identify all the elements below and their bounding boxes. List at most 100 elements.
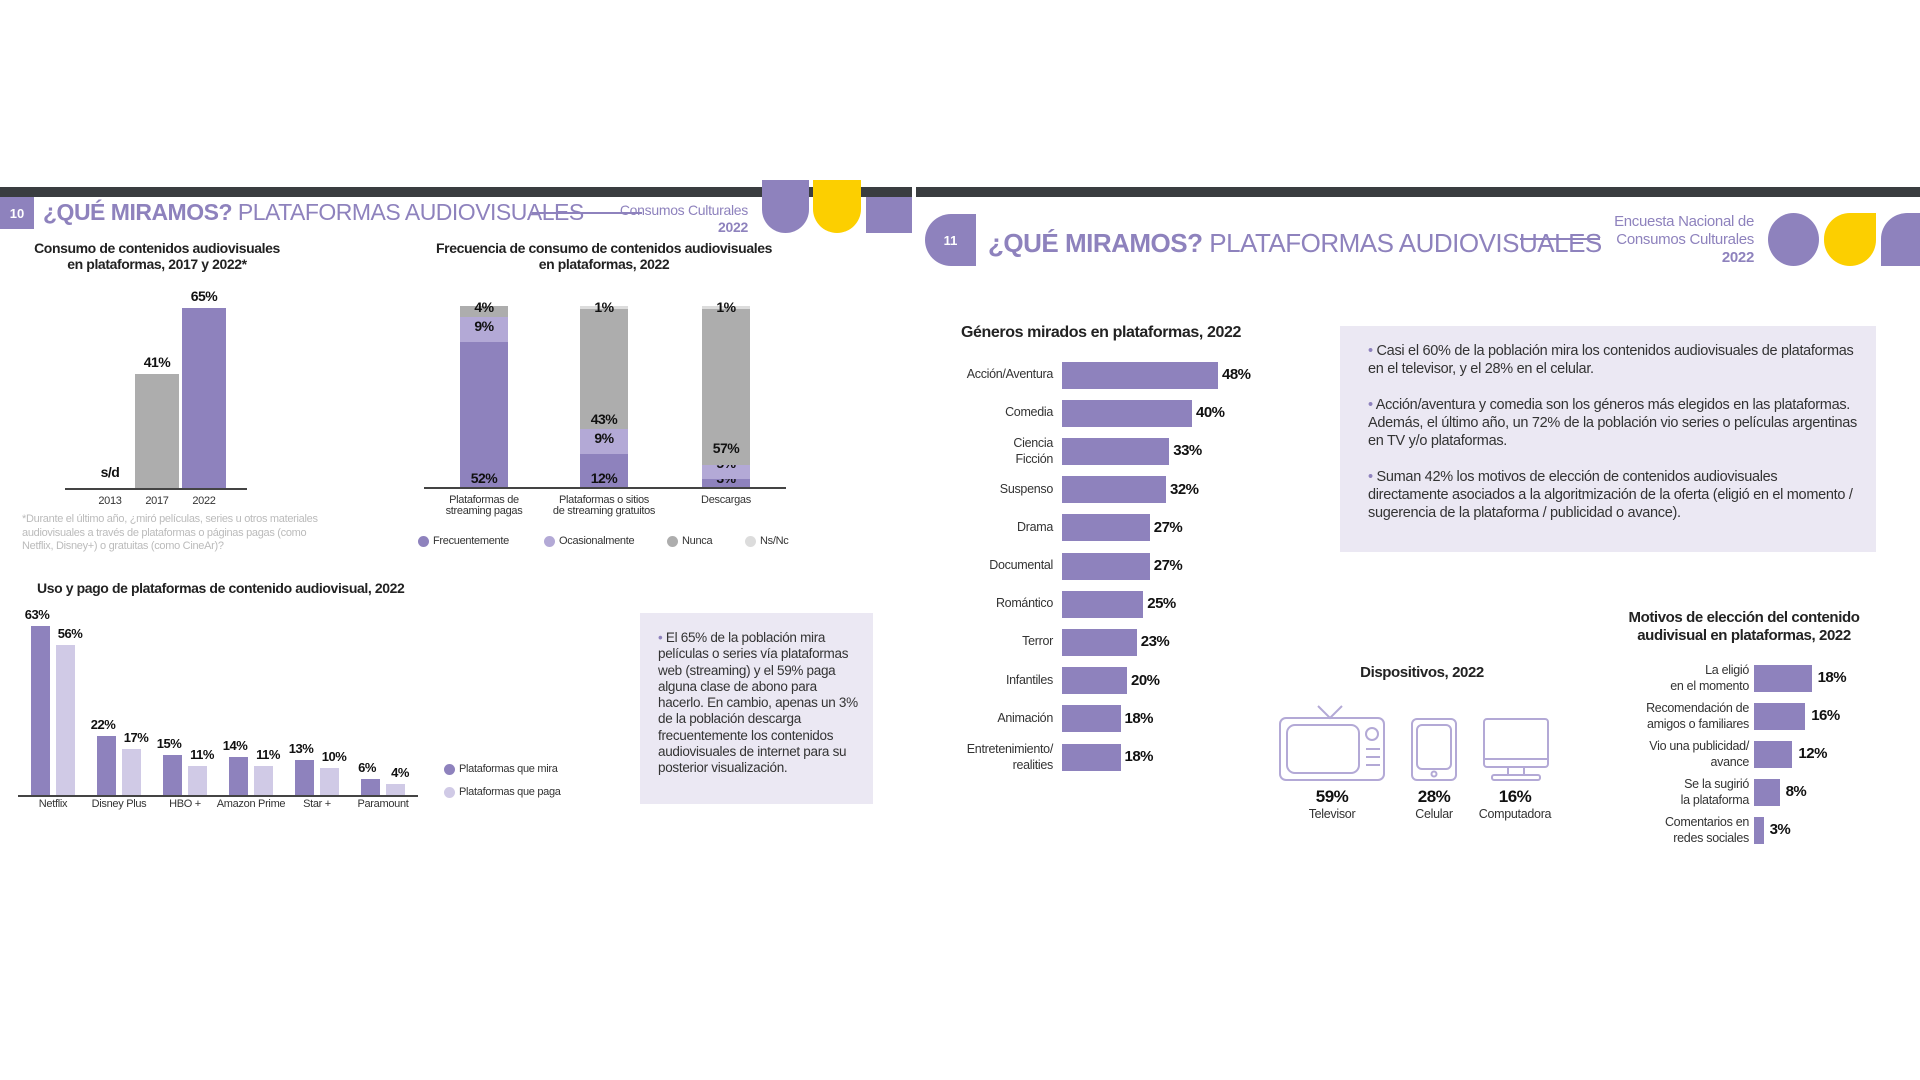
data-label: 9% <box>594 429 614 446</box>
device-label: Televisor <box>1308 807 1356 821</box>
legend-label: Frecuentemente <box>433 535 509 547</box>
chart2-baseline <box>424 487 786 489</box>
survey-label: Consumos Culturales 2022 <box>580 202 748 236</box>
bar <box>1062 628 1137 656</box>
category-label: HBO + <box>169 798 201 810</box>
motives-title: Motivos de elección del contenido audivis… <box>1604 609 1884 645</box>
legend-label: Ocasionalmente <box>559 535 635 547</box>
page-divider <box>916 187 1920 197</box>
data-label: 17% <box>123 730 149 746</box>
data-label: 1% <box>716 299 736 315</box>
device-label: Computadora <box>1478 807 1552 821</box>
data-label: 11% <box>256 746 280 762</box>
page-number: 11 <box>925 214 976 266</box>
device-value: 28% <box>1417 787 1451 806</box>
category-label: Amazon Prime <box>216 798 286 810</box>
bar-plataformas-que-mira <box>163 754 182 795</box>
data-label: 33% <box>1173 442 1202 460</box>
title-rule <box>532 212 642 214</box>
category-label: Acción/Aventura <box>966 367 1054 381</box>
category-label: realities <box>1012 758 1054 772</box>
data-label: 8% <box>1785 783 1807 800</box>
page-number: 10 <box>0 197 34 229</box>
data-label: 65% <box>190 287 218 304</box>
category-label: redes sociales <box>1673 831 1749 845</box>
data-label: 63% <box>24 607 50 623</box>
bar-segment-nunca <box>702 308 750 466</box>
summary-box: • Casi el 60% de la población mira los c… <box>1340 326 1876 552</box>
bar <box>1062 437 1170 465</box>
data-label: 18% <box>1124 709 1154 727</box>
title-rest: PLATAFORMAS AUDIOVISUALES <box>1202 228 1602 258</box>
bar <box>1754 740 1793 768</box>
bar <box>1754 816 1764 844</box>
data-label: 15% <box>156 735 182 751</box>
bar <box>1062 514 1150 542</box>
devices-title: Dispositivos, 2022 <box>1360 664 1484 681</box>
survey-line: Consumos Culturales <box>1616 231 1754 248</box>
legend-dot-icon <box>667 535 678 547</box>
data-label: 6% <box>358 759 376 775</box>
bullet-text: Casi el 60% de la población mira los con… <box>1368 343 1854 377</box>
category-label: Romántico <box>995 596 1053 611</box>
data-label: 11% <box>190 746 214 762</box>
data-label: 56% <box>57 625 83 641</box>
category-label: Comentarios en <box>1664 815 1749 829</box>
data-label: 12% <box>590 470 618 486</box>
legend-label: Nunca <box>682 535 713 547</box>
chart3-baseline <box>18 795 418 797</box>
category-label: Star + <box>303 798 331 810</box>
title-line: Consumo de contenidos audiovisuales <box>34 240 280 256</box>
bullet-icon: • <box>658 630 666 645</box>
tick-label: 2013 <box>98 495 122 507</box>
decor-circle <box>813 180 861 233</box>
tv-icon <box>1279 705 1385 781</box>
data-label: 41% <box>143 354 171 371</box>
category-label: Disney Plus <box>91 798 147 810</box>
category-label: Vio una publicidad/ <box>1649 739 1749 753</box>
category-label: Paramount <box>357 798 409 810</box>
bar <box>1062 705 1121 733</box>
chart2-title: Frecuencia de consumo de contenidos audi… <box>404 240 804 272</box>
info-box: • El 65% de la población mira películas … <box>640 613 873 804</box>
category-label: streaming pagas <box>445 505 523 517</box>
survey-line: Encuesta Nacional de <box>1614 213 1754 230</box>
category-label: Terror <box>1022 634 1053 649</box>
bar-2017 <box>135 374 179 488</box>
bar-plataformas-que-mira <box>229 757 248 795</box>
bar-plataformas-que-paga <box>386 784 405 795</box>
computer-icon <box>1483 718 1549 781</box>
category-label: amigos o familiares <box>1647 717 1749 731</box>
chart3-title: Uso y pago de plataformas de contenido a… <box>37 580 405 596</box>
category-label: avance <box>1710 755 1749 769</box>
device-value: 16% <box>1498 787 1532 806</box>
category-label: Plataformas de <box>449 494 519 506</box>
bar <box>1062 399 1192 427</box>
bullet-item: • Casi el 60% de la población mira los c… <box>1368 342 1858 378</box>
bullet-item: • Acción/aventura y comedia son los géne… <box>1368 396 1858 450</box>
legend-label: Plataformas que paga <box>459 786 561 798</box>
bar-plataformas-que-mira <box>295 760 314 795</box>
data-label: 32% <box>1170 480 1199 498</box>
device-icons <box>1279 705 1549 781</box>
bar-segment-ns/nc <box>702 306 750 309</box>
survey-line: Consumos Culturales <box>619 202 748 218</box>
bullet-list: • Casi el 60% de la población mira los c… <box>1368 342 1858 540</box>
title-rest: PLATAFORMAS AUDIOVISUALES <box>232 199 584 225</box>
bar-plataformas-que-paga <box>56 644 75 795</box>
bullet-text: Suman 42% los motivos de elección de con… <box>1368 469 1853 521</box>
tick-label: 2017 <box>145 495 169 507</box>
bar-plataformas-que-mira <box>97 736 116 795</box>
legend-item: Frecuentemente <box>418 535 509 547</box>
data-label: 25% <box>1147 595 1176 613</box>
data-label: 23% <box>1140 633 1170 651</box>
genres-title: Géneros mirados en plataformas, 2022 <box>961 324 1241 341</box>
bar-segment-ocasionalmente <box>702 465 750 479</box>
data-label: 3% <box>1769 821 1791 838</box>
data-label: 4% <box>391 765 409 781</box>
category-label: Documental <box>989 558 1053 572</box>
bar-plataformas-que-mira <box>361 778 380 795</box>
device-value: 59% <box>1315 787 1349 806</box>
category-label: Suspenso <box>999 481 1054 496</box>
data-label: 18% <box>1124 748 1154 765</box>
